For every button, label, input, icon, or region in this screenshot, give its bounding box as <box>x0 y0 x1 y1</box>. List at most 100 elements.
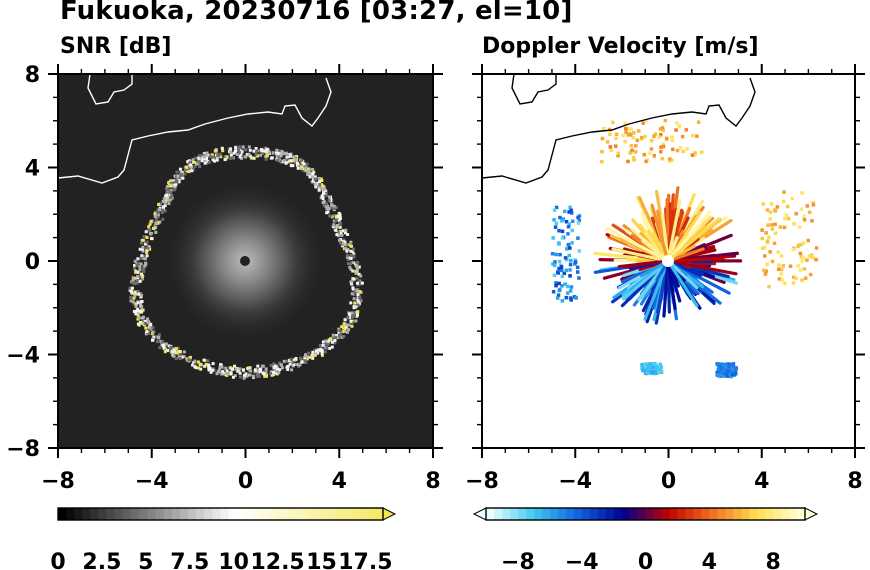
snr-echo-pixel <box>319 177 323 181</box>
snr-echo-pixel <box>312 179 315 183</box>
doppler-radial-ray <box>666 256 725 263</box>
doppler-echo-pixel <box>796 244 800 249</box>
snr-echo-pixel <box>145 240 149 244</box>
snr-colorbar-cell <box>155 508 165 520</box>
doppler-echo-pixel <box>814 246 819 250</box>
snr-echo-pixel <box>331 337 335 341</box>
snr-echo-pixel <box>149 327 153 331</box>
snr-echo-pixel <box>351 313 355 317</box>
doppler-echo-pixel <box>556 270 560 274</box>
snr-echo-pixel <box>210 153 214 157</box>
snr-echo-ring <box>128 145 364 380</box>
snr-echo-pixel <box>357 279 361 283</box>
snr-echo-pixel <box>167 344 171 348</box>
doppler-echo-pixel <box>680 134 685 139</box>
snr-echo-pixel <box>161 200 165 203</box>
snr-echo-pixel <box>221 149 225 153</box>
snr-colorbar-cell <box>123 508 132 520</box>
snr-echo-pixel <box>342 335 346 338</box>
doppler-echo-pixel <box>631 136 636 140</box>
snr-echo-pixel <box>349 240 353 244</box>
snr-echo-pixel <box>136 257 140 261</box>
doppler-echo-pixel <box>661 142 666 147</box>
doppler-echo-pixel <box>564 295 568 300</box>
snr-echo-pixel <box>130 286 134 290</box>
doppler-echo-pixel <box>570 228 574 233</box>
snr-echo-pixel <box>350 311 354 315</box>
snr-echo-pixel <box>306 173 310 177</box>
snr-echo-pixel <box>134 302 138 306</box>
snr-echo-pixel <box>239 375 242 379</box>
snr-colorbar: 0 2.5 5 7.5 10 12.5 15 17.5 <box>50 507 397 570</box>
doppler-colorbar-label: 0 <box>638 550 653 570</box>
snr-echo-pixel <box>360 281 364 285</box>
doppler-colorbar-label: −4 <box>565 550 599 570</box>
doppler-echo-pixel <box>794 211 798 216</box>
doppler-echo-pixel <box>772 241 777 246</box>
snr-echo-pixel <box>290 368 294 372</box>
doppler-echo-pixel <box>663 118 667 123</box>
snr-echo-pixel <box>178 357 182 360</box>
doppler-echo-pixel <box>729 374 733 379</box>
doppler-echo-pixel <box>608 132 612 137</box>
doppler-echo-pixel <box>674 121 679 125</box>
doppler-echo-pixel <box>802 267 807 271</box>
snr-echo-pixel <box>136 275 140 279</box>
snr-echo-pixel <box>316 351 320 355</box>
snr-echo-pixel <box>320 194 324 198</box>
snr-echo-pixel <box>170 193 174 197</box>
doppler-echo-pixel <box>562 271 566 276</box>
snr-echo-pixel <box>147 228 151 232</box>
snr-echo-pixel <box>327 338 331 342</box>
snr-echo-pixel <box>346 233 350 236</box>
snr-echo-pixel <box>202 155 206 159</box>
snr-echo-pixel <box>356 292 360 296</box>
snr-echo-pixel <box>330 345 334 349</box>
doppler-echo-pixel <box>626 159 630 164</box>
doppler-radial-ray <box>666 259 699 290</box>
snr-colorbar-label: 15 <box>306 550 337 570</box>
snr-echo-pixel <box>264 367 268 371</box>
doppler-echo-pixel <box>550 252 555 256</box>
snr-echo-pixel <box>285 158 289 162</box>
snr-echo-pixel <box>345 253 349 257</box>
snr-echo-pixel <box>151 326 155 330</box>
snr-echo-pixel <box>301 161 305 165</box>
snr-echo-pixel <box>161 217 165 221</box>
snr-echo-pixel <box>175 179 179 183</box>
snr-echo-pixel <box>184 167 188 171</box>
snr-echo-pixel <box>337 218 341 222</box>
snr-xtick-label: 8 <box>425 469 440 494</box>
snr-echo-pixel <box>189 163 193 167</box>
snr-echo-pixel <box>321 343 325 347</box>
doppler-echo-pixel <box>716 373 721 378</box>
snr-echo-pixel <box>347 316 351 320</box>
doppler-echo-pixel <box>577 276 581 280</box>
snr-xtick-label: 4 <box>332 469 347 494</box>
doppler-colorbar-cell <box>717 508 726 520</box>
snr-echo-pixel <box>254 147 258 150</box>
snr-echo-pixel <box>349 244 353 248</box>
snr-echo-pixel <box>141 274 145 278</box>
snr-echo-pixel <box>288 153 292 157</box>
snr-echo-pixel <box>143 319 147 323</box>
doppler-coastline-north <box>511 74 557 105</box>
doppler-colorbar-cell <box>677 508 686 520</box>
snr-echo-pixel <box>284 161 288 165</box>
snr-echo-pixel <box>219 363 223 367</box>
doppler-echo-pixel <box>558 215 562 220</box>
doppler-echo-pixel <box>770 259 775 264</box>
doppler-echo-pixel <box>811 203 816 207</box>
doppler-echo-pixel <box>600 159 604 164</box>
doppler-echo-pixel <box>791 275 796 279</box>
snr-echo-pixel <box>356 313 359 317</box>
doppler-radial-ray <box>666 247 705 263</box>
snr-echo-pixel <box>343 318 347 322</box>
doppler-echo-pixel <box>764 269 768 273</box>
snr-echo-pixel <box>163 200 167 204</box>
snr-echo-pixel <box>280 363 283 367</box>
snr-echo-pixel <box>320 179 324 182</box>
doppler-echo-pixel <box>564 268 568 273</box>
doppler-echo-pixel <box>642 362 647 366</box>
snr-echo-pixel <box>350 282 354 286</box>
